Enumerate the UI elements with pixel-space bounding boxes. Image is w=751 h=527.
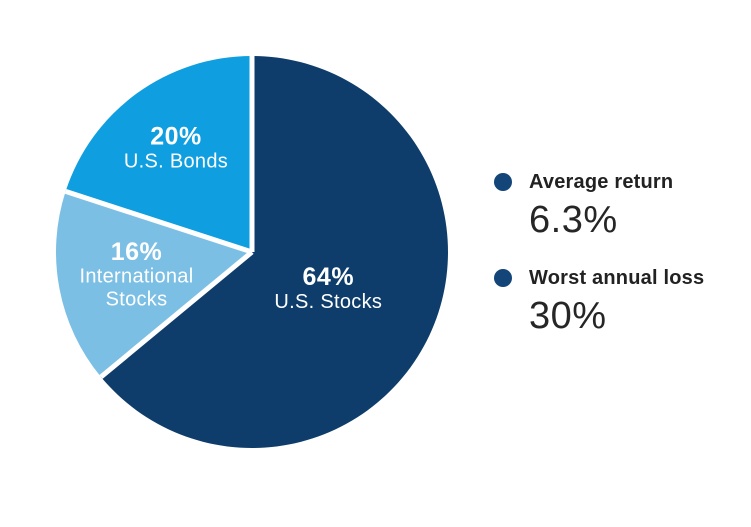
slice-percentage-label: 64% [303,263,355,291]
slice-name-label: Stocks [106,289,168,311]
stat-average-return: Average return 6.3% [494,168,673,239]
stat-text: Average return 6.3% [529,168,673,239]
stat-value: 6.3% [529,199,618,241]
stat-label: Average return [529,171,674,193]
pie-slice-u-s-bonds [65,56,252,252]
stat-text: Worst annual loss 30% [529,264,704,335]
slice-percentage-label: 16% [111,238,163,266]
slice-percentage-label: 20% [150,123,202,151]
slice-name-label: U.S. Bonds [124,150,228,172]
pie-slice-u-s-stocks [100,56,448,449]
slice-name-label: International [80,266,194,288]
slice-separator [64,189,253,255]
stat-value: 30% [529,295,607,337]
stat-bullet-icon [494,269,512,287]
slice-name-label: U.S. Stocks [274,291,382,313]
slice-separator [99,250,254,379]
stat-worst-annual-loss: Worst annual loss 30% [494,264,704,335]
stat-label: Worst annual loss [529,267,705,289]
stat-bullet-icon [494,173,512,191]
